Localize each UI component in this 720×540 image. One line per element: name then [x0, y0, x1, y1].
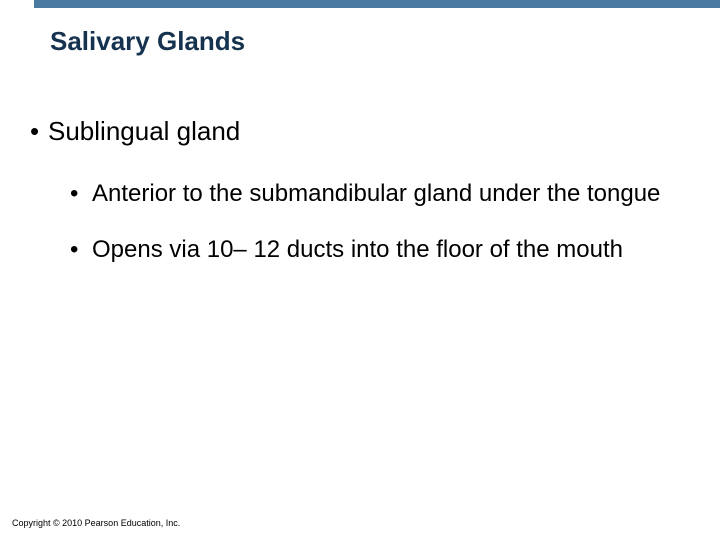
bullet-level1: Sublingual gland: [30, 115, 680, 148]
slide-title: Salivary Glands: [50, 26, 245, 57]
bullet-level2: Opens via 10– 12 ducts into the floor of…: [70, 236, 680, 265]
bullet-level1-text: Sublingual gland: [48, 116, 240, 146]
header-accent-bar: [34, 0, 720, 8]
bullet-level2-text: Anterior to the submandibular gland unde…: [92, 180, 660, 207]
bullet-level2: Anterior to the submandibular gland unde…: [70, 180, 680, 209]
copyright-text: Copyright © 2010 Pearson Education, Inc.: [12, 518, 180, 528]
bullet-level2-text: Opens via 10– 12 ducts into the floor of…: [92, 236, 623, 263]
content-area: Sublingual gland Anterior to the submand…: [30, 115, 680, 293]
